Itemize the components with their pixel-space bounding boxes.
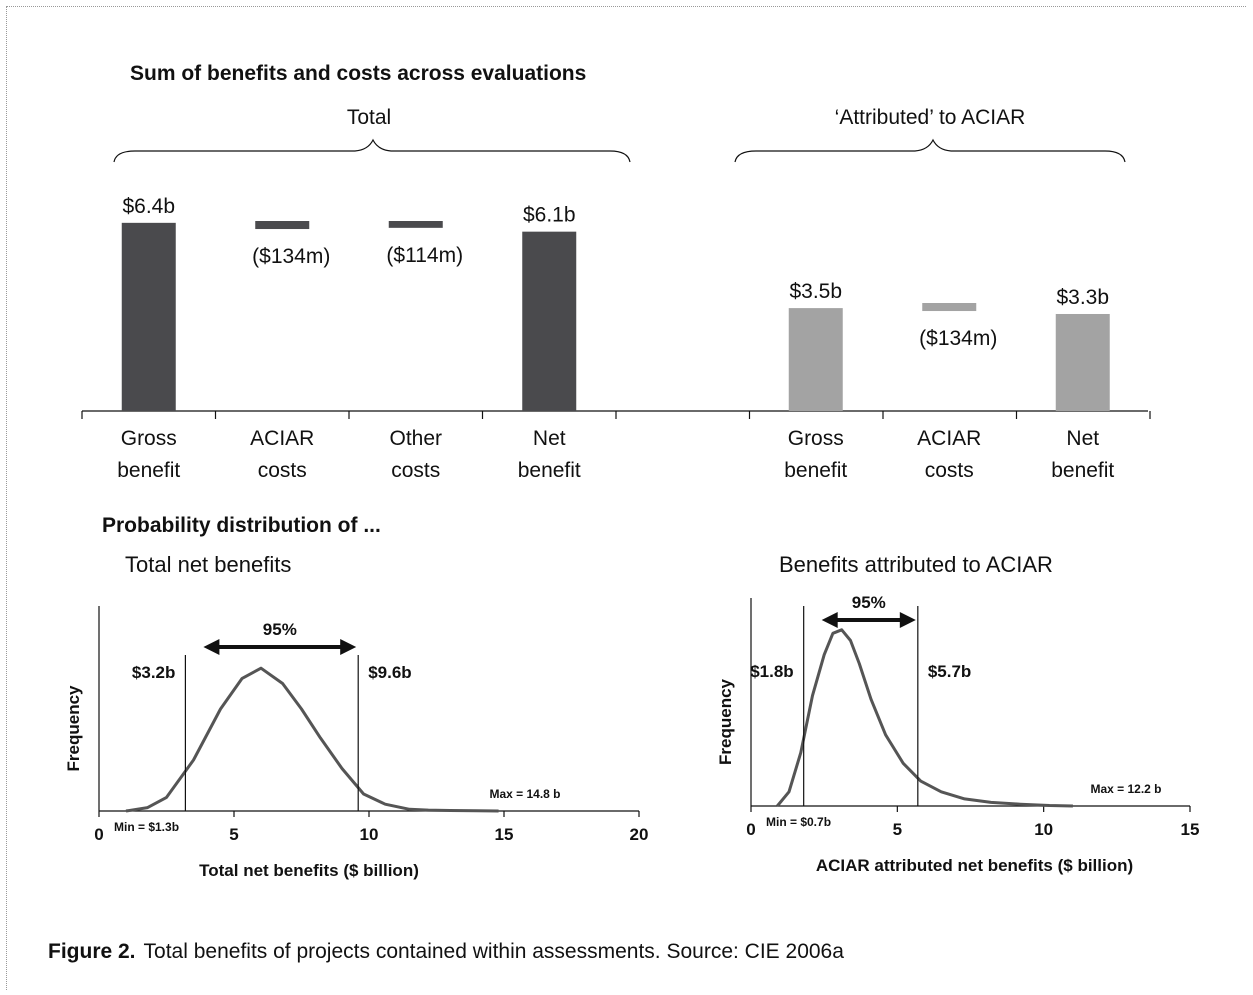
group-brace-attributed	[734, 138, 1126, 163]
ci-label: 95%	[263, 620, 297, 639]
distribution-curve	[776, 628, 1073, 808]
data-label-attributed-to-aciar-gross-benefit: $3.5b	[789, 280, 842, 303]
figure-label: Figure 2.	[48, 940, 136, 963]
category-label-total-net-benefit: Net	[533, 427, 566, 450]
data-label-attributed-to-aciar-aciar-costs: ($134m)	[919, 327, 997, 350]
figure-caption: Figure 2. Total benefits of projects cont…	[48, 940, 844, 964]
bars: $6.4b Gross benefit ($134m) ACIAR costs ($114m…	[117, 195, 1114, 482]
group-label-attributed: ‘Attributed’ to ACIAR	[835, 106, 1026, 129]
caption-text: Total benefits of projects contained wit…	[143, 940, 844, 963]
category-label-total-aciar-costs: costs	[258, 459, 307, 482]
x-tick-label: 15	[1181, 820, 1200, 839]
category-label-attributed-to-aciar-aciar-costs: ACIAR	[917, 427, 981, 450]
data-label-total-gross-benefit: $6.4b	[122, 195, 175, 218]
distribution-curve	[125, 666, 499, 813]
bar-attributed-to-aciar-gross-benefit	[788, 308, 843, 411]
ci-lower-label: $1.8b	[750, 662, 793, 681]
ci-upper-label: $9.6b	[368, 663, 411, 682]
data-label-total-aciar-costs: ($134m)	[252, 245, 330, 268]
bar-total-gross-benefit	[121, 222, 176, 411]
x-axis-label: ACIAR attributed net benefits ($ billion…	[816, 856, 1133, 875]
bar-total-aciar-costs	[255, 221, 310, 230]
figure-svg: Sum of benefits and costs across evaluat…	[64, 62, 1199, 880]
figure-frame	[6, 6, 1246, 990]
bar-total-net-benefit	[522, 231, 577, 411]
x-tick-label: 5	[893, 820, 902, 839]
dist-title-total: Total net benefits	[125, 552, 291, 577]
max-label: Max = 12.2 b	[1090, 782, 1161, 796]
ci-arrow-left-head	[821, 612, 838, 628]
ci-arrow-left-head	[203, 639, 220, 655]
group-label-total: Total	[347, 106, 391, 129]
data-label-total-other-costs: ($114m)	[386, 244, 463, 267]
ci-label: 95%	[852, 593, 886, 612]
x-tick-label: 15	[495, 825, 514, 844]
distribution-chart-aciar: 0 5 10 15 ACIAR attributed net benefits ($ b…	[716, 593, 1199, 875]
category-label-attributed-to-aciar-gross-benefit: benefit	[784, 459, 847, 482]
bar-total-other-costs	[388, 221, 443, 228]
category-label-total-gross-benefit: benefit	[117, 459, 180, 482]
x-tick-label: 20	[630, 825, 649, 844]
category-label-attributed-to-aciar-net-benefit: benefit	[1051, 459, 1114, 482]
category-label-total-other-costs: costs	[391, 459, 440, 482]
category-label-attributed-to-aciar-aciar-costs: costs	[925, 459, 974, 482]
x-tick-label: 5	[229, 825, 238, 844]
distribution-chart-total: 0 5 10 15 20 Total net benefits ($ billion) Fr…	[64, 606, 648, 880]
ci-upper-label: $5.7b	[928, 662, 971, 681]
group-brace-total	[113, 138, 631, 163]
category-label-total-other-costs: Other	[389, 427, 442, 450]
y-axis-label: Frequency	[64, 685, 83, 772]
category-label-total-net-benefit: benefit	[518, 459, 581, 482]
ci-lower-label: $3.2b	[132, 663, 175, 682]
x-axis-label: Total net benefits ($ billion)	[199, 861, 419, 880]
x-tick-label: 0	[746, 820, 755, 839]
bar-axis-ticks	[81, 411, 1151, 419]
bar-attributed-to-aciar-net-benefit	[1055, 313, 1110, 411]
distribution-section-title: Probability distribution of ...	[102, 514, 381, 537]
dist-title-aciar: Benefits attributed to ACIAR	[779, 552, 1053, 577]
min-label: Min = $1.3b	[114, 820, 179, 834]
min-label: Min = $0.7b	[766, 815, 831, 829]
ci-arrow-right-head	[340, 639, 357, 655]
ci-arrow-right-head	[899, 612, 916, 628]
data-label-total-net-benefit: $6.1b	[523, 204, 576, 227]
x-tick-label: 10	[360, 825, 379, 844]
x-tick-label: 0	[94, 825, 103, 844]
category-label-total-aciar-costs: ACIAR	[250, 427, 314, 450]
category-label-total-gross-benefit: Gross	[121, 427, 177, 450]
data-label-attributed-to-aciar-net-benefit: $3.3b	[1056, 286, 1109, 309]
y-axis-label: Frequency	[716, 678, 735, 765]
bar-attributed-to-aciar-aciar-costs	[922, 303, 977, 312]
x-tick-label: 10	[1034, 820, 1053, 839]
max-label: Max = 14.8 b	[489, 787, 560, 801]
bar-chart-title: Sum of benefits and costs across evaluat…	[130, 62, 586, 85]
category-label-attributed-to-aciar-net-benefit: Net	[1066, 427, 1099, 450]
category-label-attributed-to-aciar-gross-benefit: Gross	[788, 427, 844, 450]
